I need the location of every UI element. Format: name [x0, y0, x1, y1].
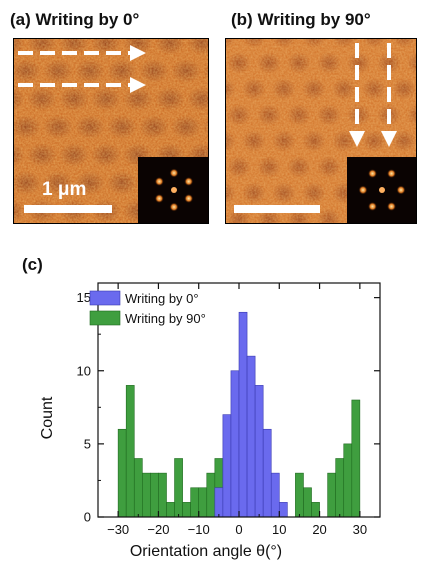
x-tick-label: 20	[312, 522, 326, 537]
scale-bar	[234, 205, 320, 213]
afm-image-a: 1 μm	[13, 38, 209, 224]
panel-b-heading: (b) Writing by 90°	[231, 10, 371, 30]
fft-spot	[387, 169, 396, 179]
fft-spot	[368, 169, 377, 179]
y-tick-label: 15	[77, 290, 91, 305]
bar-writing-by-90	[303, 487, 312, 518]
legend-label-writing-by-0: Writing by 0°	[125, 291, 199, 306]
fft-spot	[387, 201, 396, 211]
bar-writing-by-90	[150, 472, 159, 518]
bar-writing-by-90	[335, 458, 345, 518]
chart-axes: −30 −20 −10 0 10 20 30 0 5 10 15	[77, 282, 381, 537]
bar-writing-by-0	[270, 472, 280, 518]
panel-c-label: (c)	[22, 255, 43, 274]
fft-spot	[184, 177, 194, 186]
fft-inset-a	[138, 157, 208, 223]
legend-label-writing-by-90: Writing by 90°	[125, 311, 206, 326]
bar-writing-by-90	[190, 487, 200, 518]
fft-spot	[396, 185, 406, 195]
bar-writing-by-90	[327, 472, 336, 518]
x-tick-label: −20	[147, 522, 169, 537]
scale-bar	[24, 205, 112, 213]
panel-b-title: Writing by 90°	[257, 10, 371, 29]
bar-writing-by-90	[198, 487, 208, 518]
fft-spot	[169, 168, 179, 178]
panel-b-label: (b)	[231, 10, 253, 29]
bar-writing-by-90	[133, 458, 143, 518]
x-tick-label: −30	[107, 522, 129, 537]
afm-image-b	[225, 38, 417, 224]
bar-writing-by-0	[254, 385, 264, 518]
fft-spot	[184, 194, 194, 203]
bar-writing-by-90	[142, 472, 151, 518]
bar-writing-by-90	[158, 472, 167, 518]
series-writing-by-0-bars	[214, 311, 288, 518]
fft-spot	[154, 194, 164, 203]
fft-center-spot	[171, 187, 177, 193]
bar-writing-by-0	[230, 370, 240, 518]
x-tick-label: −10	[188, 522, 210, 537]
histogram-chart: −30 −20 −10 0 10 20 30 0 5 10 15 Writing by 0° Wri…	[39, 282, 381, 560]
bar-writing-by-0	[278, 502, 288, 518]
bar-writing-by-0	[214, 487, 224, 518]
fft-spot	[368, 201, 377, 211]
writing-arrow-2	[18, 77, 146, 93]
bar-writing-by-0	[246, 355, 256, 518]
bar-writing-by-90	[206, 472, 216, 518]
panel-a-title: Writing by 0°	[35, 10, 140, 29]
x-tick-label: 10	[272, 522, 286, 537]
fft-center-spot	[379, 187, 385, 193]
afm-image-a-graphic: 1 μm	[14, 39, 208, 223]
bar-writing-by-0	[262, 428, 272, 518]
panel-a-heading: (a) Writing by 0°	[10, 10, 139, 30]
y-axis-title: Count	[39, 396, 56, 439]
bar-writing-by-90	[295, 472, 304, 518]
bar-writing-by-90	[125, 385, 135, 518]
writing-arrow-1	[18, 45, 146, 61]
bar-writing-by-90	[311, 502, 320, 518]
bar-writing-by-90	[166, 502, 175, 518]
bar-writing-by-90	[117, 428, 127, 518]
y-tick-label: 10	[77, 363, 91, 378]
x-tick-label: 30	[353, 522, 367, 537]
fft-inset-b	[347, 157, 416, 223]
bar-writing-by-90	[182, 502, 191, 518]
bar-writing-by-90	[343, 443, 353, 518]
writing-arrow-4	[381, 43, 397, 147]
bar-writing-by-0	[222, 414, 232, 518]
afm-image-b-graphic	[226, 39, 416, 223]
fft-spot	[169, 202, 179, 212]
panel-a-label: (a)	[10, 10, 31, 29]
fft-spot	[154, 177, 164, 186]
legend-swatch-writing-by-0	[89, 290, 121, 306]
y-tick-label: 5	[84, 436, 91, 451]
legend-swatch-writing-by-90	[89, 310, 121, 326]
writing-arrow-3	[349, 43, 365, 147]
bar-writing-by-0	[238, 311, 248, 518]
y-tick-label: 0	[84, 510, 91, 525]
chart-legend: Writing by 0° Writing by 90°	[89, 290, 206, 326]
x-axis-title: Orientation angle θ(°)	[130, 543, 282, 560]
x-tick-label: 0	[235, 522, 242, 537]
fft-spot	[358, 185, 368, 195]
scale-bar-label: 1 μm	[42, 179, 86, 200]
bar-writing-by-90	[174, 458, 183, 518]
bar-writing-by-90	[351, 399, 361, 518]
